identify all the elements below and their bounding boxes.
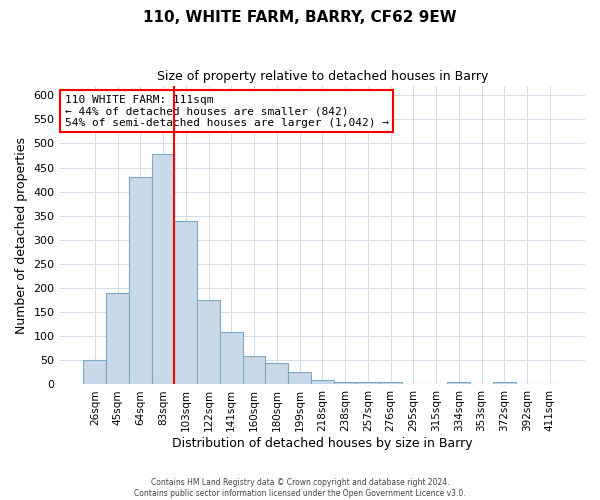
Bar: [83, 360, 106, 384]
Bar: [448, 382, 470, 384]
Bar: [493, 382, 515, 384]
Bar: [175, 220, 197, 384]
Y-axis label: Number of detached properties: Number of detached properties: [15, 136, 28, 334]
Bar: [265, 363, 288, 384]
Bar: [106, 293, 129, 384]
Bar: [288, 372, 311, 384]
Bar: [152, 154, 175, 384]
Text: 110, WHITE FARM, BARRY, CF62 9EW: 110, WHITE FARM, BARRY, CF62 9EW: [143, 10, 457, 25]
Bar: [379, 382, 402, 384]
Bar: [220, 332, 242, 384]
Bar: [197, 300, 220, 384]
Bar: [311, 380, 334, 384]
Text: Contains HM Land Registry data © Crown copyright and database right 2024.
Contai: Contains HM Land Registry data © Crown c…: [134, 478, 466, 498]
Bar: [334, 382, 356, 384]
Text: 110 WHITE FARM: 111sqm
← 44% of detached houses are smaller (842)
54% of semi-de: 110 WHITE FARM: 111sqm ← 44% of detached…: [65, 94, 389, 128]
Bar: [242, 356, 265, 384]
X-axis label: Distribution of detached houses by size in Barry: Distribution of detached houses by size …: [172, 437, 473, 450]
Bar: [129, 177, 152, 384]
Title: Size of property relative to detached houses in Barry: Size of property relative to detached ho…: [157, 70, 488, 83]
Bar: [356, 382, 379, 384]
